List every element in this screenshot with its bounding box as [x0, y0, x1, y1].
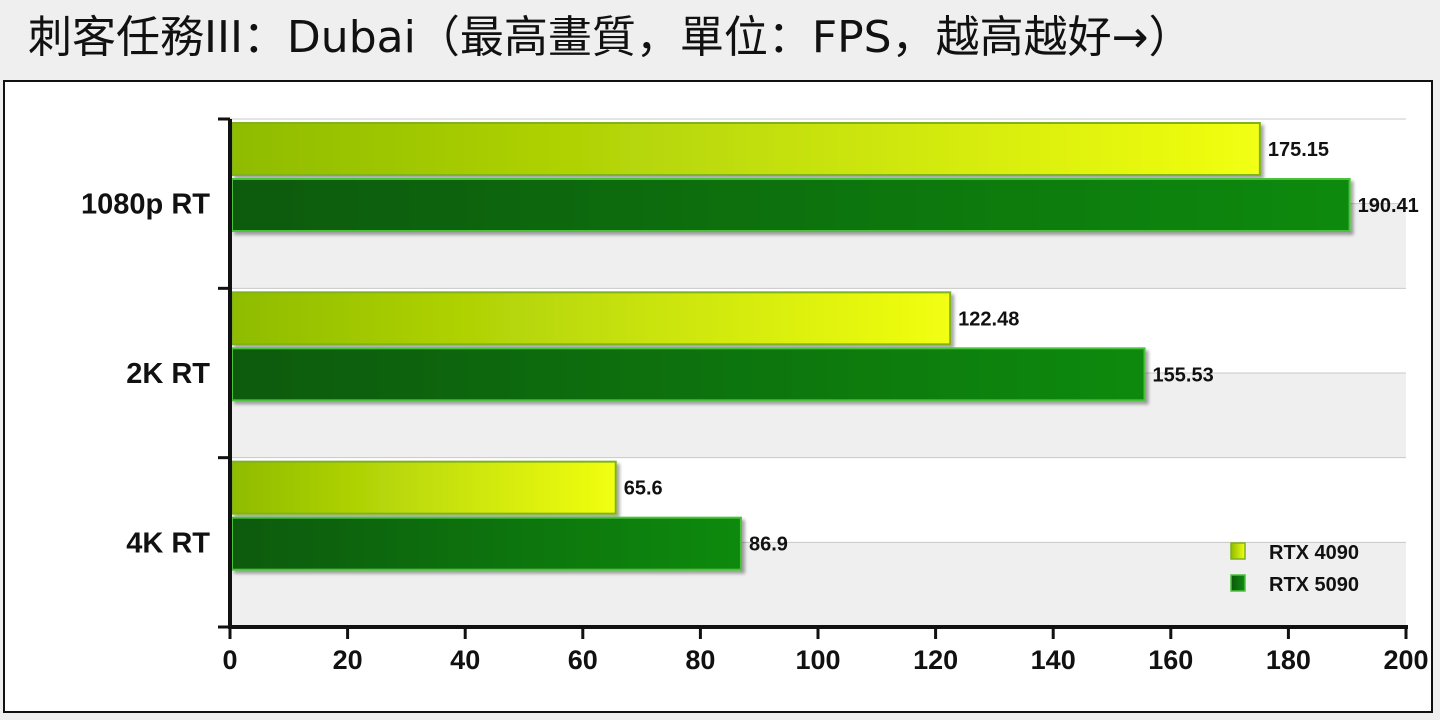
chart-frame: 175.15 190.41 1080p RT 122.48 155.53 2K RT 65.… — [3, 80, 1433, 713]
category-label: 1080p RT — [81, 189, 210, 221]
bar-rtx4090 — [231, 291, 952, 346]
legend-label: RTX 4090 — [1269, 542, 1359, 564]
bar-chart: 175.15 190.41 1080p RT 122.48 155.53 2K RT 65.… — [81, 117, 1429, 675]
bars — [231, 122, 1351, 571]
bar-rtx5090 — [231, 347, 1146, 402]
x-tick-label: 100 — [795, 645, 840, 675]
value-label: 155.53 — [1153, 364, 1214, 386]
bar-rtx4090 — [231, 460, 617, 515]
bar-rtx5090 — [231, 178, 1351, 232]
x-tick-label: 40 — [450, 645, 480, 675]
value-label: 86.9 — [749, 534, 788, 556]
value-label: 65.6 — [624, 478, 663, 500]
labels: 175.15 190.41 1080p RT 122.48 155.53 2K RT 65.… — [81, 139, 1428, 675]
x-tick-label: 160 — [1148, 645, 1193, 675]
legend-label: RTX 5090 — [1269, 574, 1359, 596]
value-label: 175.15 — [1268, 139, 1329, 161]
value-label: 190.41 — [1358, 195, 1419, 217]
bar-rtx5090 — [231, 516, 742, 571]
x-tick-label: 140 — [1031, 645, 1076, 675]
legend-swatch-rtx4090 — [1230, 542, 1246, 560]
x-tick-label: 80 — [685, 645, 715, 675]
x-tick-label: 60 — [568, 645, 598, 675]
value-label: 122.48 — [958, 308, 1019, 330]
bar-rtx4090 — [231, 122, 1261, 176]
title-bar: 刺客任務III：Dubai（最高畫質，單位：FPS，越高越好→） — [0, 0, 1440, 78]
axes — [218, 117, 1408, 639]
legend-swatch-rtx5090 — [1230, 574, 1246, 592]
x-tick-label: 120 — [913, 645, 958, 675]
x-tick-label: 0 — [222, 645, 237, 675]
x-tick-label: 180 — [1266, 645, 1311, 675]
category-label: 2K RT — [126, 358, 210, 390]
chart-title: 刺客任務III：Dubai（最高畫質，單位：FPS，越高越好→） — [28, 12, 1193, 63]
x-tick-label: 200 — [1383, 645, 1428, 675]
x-tick-label: 20 — [333, 645, 363, 675]
legend: RTX 4090 RTX 5090 — [1230, 542, 1359, 596]
category-label: 4K RT — [126, 527, 210, 559]
